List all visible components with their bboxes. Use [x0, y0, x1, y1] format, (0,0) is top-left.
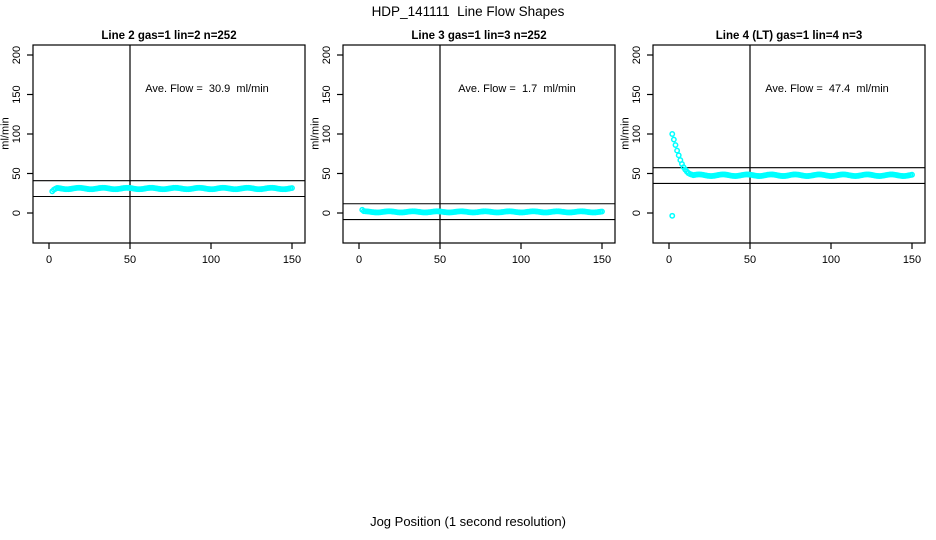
x-tick-label: 50	[434, 254, 446, 266]
x-tick-label: 100	[202, 254, 220, 266]
y-tick-label: 100	[11, 125, 23, 143]
reference-lines	[653, 45, 925, 243]
panel-title: Line 2 gas=1 lin=2 n=252	[101, 30, 237, 42]
reference-lines	[33, 45, 305, 243]
x-tick-label: 100	[822, 254, 840, 266]
panel-line-3: Line 3 gas=1 lin=3 n=252 ml/min Ave. Flo…	[310, 30, 625, 280]
ave-flow-annotation: Ave. Flow = 47.4 ml/min	[765, 83, 889, 95]
y-tick-label: 0	[631, 210, 643, 216]
data-point	[669, 131, 676, 137]
y-tick-label: 150	[11, 85, 23, 103]
y-tick-label: 150	[321, 85, 333, 103]
plot-box	[342, 44, 616, 244]
plot-svg: 0 50 100 150 0 50 100 150 200	[631, 44, 926, 266]
data-point	[675, 152, 682, 159]
y-axis-ticks: 0 50 100 150 200	[631, 46, 653, 216]
ave-flow-annotation: Ave. Flow = 1.7 ml/min	[458, 83, 576, 95]
x-tick-label: 0	[356, 254, 362, 266]
panel-title: Line 3 gas=1 lin=3 n=252	[411, 30, 547, 42]
y-tick-label: 150	[631, 85, 643, 103]
data-point	[674, 147, 681, 154]
plot-box	[32, 44, 306, 244]
y-axis-ticks: 0 50 100 150 200	[11, 46, 33, 216]
x-tick-label: 150	[283, 254, 301, 266]
data-points	[669, 131, 915, 219]
data-point	[289, 185, 295, 192]
y-tick-label: 100	[631, 125, 643, 143]
data-points	[49, 184, 295, 195]
y-tick-label: 200	[631, 46, 643, 64]
x-axis-ticks: 0 50 100 150	[46, 243, 301, 266]
x-axis-ticks: 0 50 100 150	[356, 243, 611, 266]
y-tick-label: 0	[11, 210, 23, 216]
x-tick-label: 150	[593, 254, 611, 266]
plot-box	[652, 44, 926, 244]
x-tick-label: 100	[512, 254, 530, 266]
ave-flow-annotation: Ave. Flow = 30.9 ml/min	[145, 83, 269, 95]
x-axis-ticks: 0 50 100 150	[666, 243, 921, 266]
x-tick-label: 50	[744, 254, 756, 266]
y-tick-label: 50	[631, 167, 643, 179]
x-tick-label: 150	[903, 254, 921, 266]
y-tick-label: 100	[321, 125, 333, 143]
data-point	[670, 136, 677, 143]
data-point	[599, 208, 605, 215]
data-point	[672, 142, 679, 149]
x-tick-label: 50	[124, 254, 136, 266]
plot-svg: 0 50 100 150 0 50 100 150 200	[321, 44, 616, 266]
y-tick-label: 200	[321, 46, 333, 64]
y-tick-label: 50	[321, 167, 333, 179]
data-points	[359, 206, 605, 216]
y-axis-ticks: 0 50 100 150 200	[321, 46, 343, 216]
plot-svg: 0 50 100 150 0 50 100 150 200	[11, 44, 306, 266]
panel-title: Line 4 (LT) gas=1 lin=4 n=3	[715, 30, 863, 42]
page-title: HDP_141111 Line Flow Shapes	[371, 4, 565, 19]
data-point	[909, 171, 915, 178]
x-tick-label: 0	[46, 254, 52, 266]
panel-line-4: Line 4 (LT) gas=1 lin=4 n=3 ml/min Ave. …	[620, 30, 935, 280]
x-tick-label: 0	[666, 254, 672, 266]
y-tick-label: 0	[321, 210, 333, 216]
panel-line-2: Line 2 gas=1 lin=2 n=252 ml/min Ave. Flo…	[0, 30, 315, 280]
y-tick-label: 200	[11, 46, 23, 64]
data-point	[669, 212, 676, 219]
y-tick-label: 50	[11, 167, 23, 179]
x-axis-label: Jog Position (1 second resolution)	[370, 514, 566, 529]
